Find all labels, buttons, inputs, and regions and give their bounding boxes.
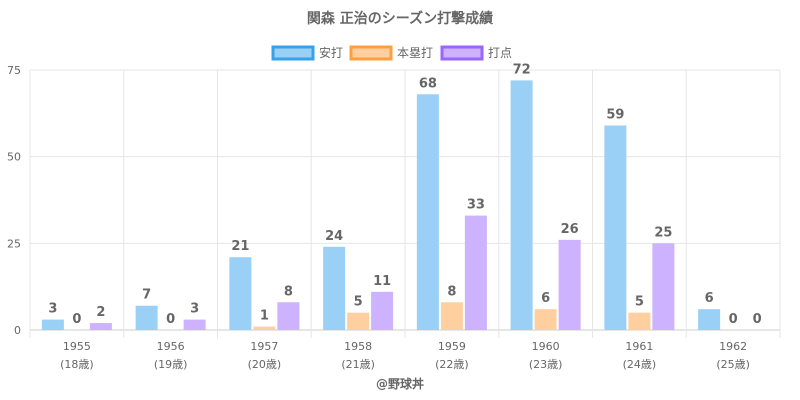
- x-tick-sublabel: (20歳): [248, 358, 282, 371]
- bar-安打-1959[interactable]: [416, 94, 439, 331]
- bar-打点-1961[interactable]: [652, 243, 675, 330]
- data-label: 21: [231, 239, 249, 254]
- x-tick-label: 1959: [438, 340, 466, 353]
- data-label: 2: [96, 305, 105, 320]
- x-tick-label: 1957: [250, 340, 278, 353]
- legend-swatch-1[interactable]: [271, 45, 315, 61]
- data-label: 72: [513, 62, 531, 77]
- bar-安打-1958[interactable]: [323, 246, 346, 330]
- bar-打点-1959[interactable]: [464, 215, 487, 330]
- legend-label-1[interactable]: 安打: [319, 45, 343, 60]
- bar-本塁打-1961[interactable]: [628, 312, 651, 330]
- x-tick-label: 1958: [344, 340, 372, 353]
- credit-text: @野球丼: [376, 376, 424, 391]
- data-label: 0: [729, 312, 738, 327]
- data-label: 6: [705, 291, 714, 306]
- bars: [41, 80, 721, 331]
- data-label: 8: [284, 284, 293, 299]
- bar-打点-1957[interactable]: [277, 302, 300, 330]
- data-label: 0: [166, 312, 175, 327]
- bar-安打-1955[interactable]: [41, 319, 64, 330]
- data-label: 25: [654, 225, 672, 240]
- data-label: 7: [142, 288, 151, 303]
- data-label: 68: [419, 76, 437, 91]
- data-label: 0: [753, 312, 762, 327]
- data-label: 5: [635, 295, 644, 310]
- data-label: 11: [373, 274, 391, 289]
- bar-打点-1958[interactable]: [371, 291, 394, 330]
- x-tick-sublabel: (18歳): [60, 358, 94, 371]
- x-tick-label: 1960: [532, 340, 560, 353]
- bar-安打-1960[interactable]: [510, 80, 533, 331]
- data-label: 3: [48, 302, 57, 317]
- x-tick-label: 1962: [719, 340, 747, 353]
- chart-title: 関森 正治のシーズン打撃成績: [307, 10, 493, 27]
- bar-安打-1962[interactable]: [698, 309, 721, 330]
- x-tick-sublabel: (19歳): [154, 358, 188, 371]
- x-tick-sublabel: (21歳): [341, 358, 375, 371]
- x-tick-label: 1955: [63, 340, 91, 353]
- data-label: 33: [467, 198, 485, 213]
- bar-安打-1957[interactable]: [229, 257, 252, 330]
- data-label: 6: [541, 291, 550, 306]
- data-label: 3: [190, 302, 199, 317]
- y-tick-label: 25: [7, 237, 21, 250]
- legend-label-2[interactable]: 本塁打: [397, 46, 433, 60]
- data-label: 5: [354, 295, 363, 310]
- y-tick-label: 75: [7, 64, 21, 77]
- bar-本塁打-1959[interactable]: [440, 302, 463, 330]
- x-tick-label: 1961: [625, 340, 653, 353]
- data-label: 59: [606, 107, 624, 122]
- y-tick-label: 50: [7, 151, 21, 164]
- x-tick-label: 1956: [157, 340, 185, 353]
- legend-label-3[interactable]: 打点: [488, 46, 512, 60]
- legend: 安打 本塁打 打点: [271, 45, 512, 61]
- bar-安打-1956[interactable]: [135, 305, 158, 330]
- x-tick-sublabel: (25歳): [716, 358, 750, 371]
- bar-安打-1961[interactable]: [604, 125, 627, 330]
- legend-swatch-3[interactable]: [440, 45, 484, 61]
- x-tick-sublabel: (23歳): [529, 358, 563, 371]
- data-label: 24: [325, 229, 343, 244]
- x-tick-sublabel: (22歳): [435, 358, 469, 371]
- data-label: 0: [72, 312, 81, 327]
- bar-打点-1956[interactable]: [183, 319, 206, 330]
- bar-本塁打-1957[interactable]: [253, 326, 276, 330]
- gridlines: [29, 69, 781, 338]
- x-tick-sublabel: (24歳): [623, 358, 657, 371]
- bar-本塁打-1960[interactable]: [534, 309, 557, 330]
- y-axis: 0 25 50 75: [7, 64, 21, 337]
- bar-本塁打-1958[interactable]: [347, 312, 370, 330]
- bar-打点-1960[interactable]: [558, 239, 581, 330]
- y-tick-label: 0: [14, 324, 21, 337]
- data-label: 26: [561, 222, 579, 237]
- x-axis: 1955 (18歳) 1956 (19歳) 1957 (20歳) 1958 (21歳) 1959…: [60, 340, 750, 371]
- data-label: 1: [260, 309, 269, 324]
- legend-swatch-2[interactable]: [349, 45, 393, 61]
- bar-打点-1955[interactable]: [89, 323, 112, 330]
- data-label: 8: [447, 284, 456, 299]
